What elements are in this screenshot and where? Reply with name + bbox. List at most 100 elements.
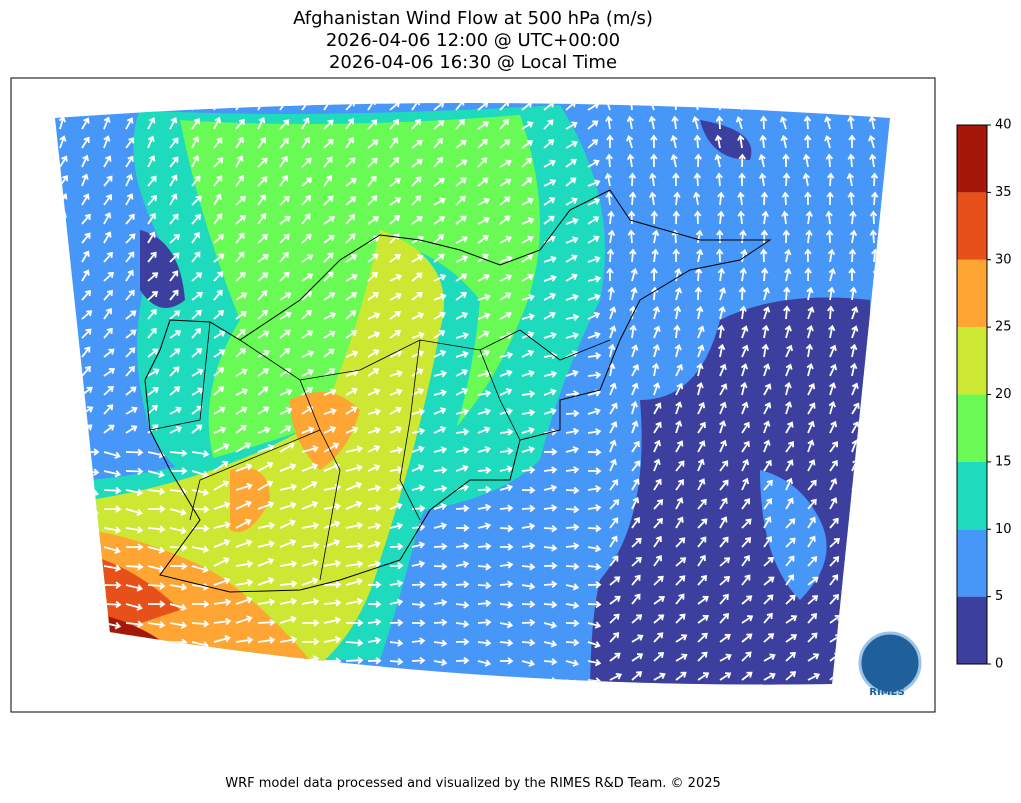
wind-arrow: [125, 563, 144, 571]
wind-arrow: [781, 191, 790, 206]
colorbar-segment: [957, 461, 987, 530]
wind-arrow: [587, 139, 599, 149]
wind-arrow: [521, 445, 535, 454]
wind-arrow: [719, 383, 728, 396]
wind-arrow: [103, 348, 115, 358]
wind-arrow: [279, 137, 289, 149]
wind-arrow: [609, 672, 623, 681]
wind-arrow: [715, 115, 724, 130]
wind-arrow: [345, 310, 357, 320]
wind-arrow: [213, 635, 231, 643]
wind-arrow: [806, 362, 814, 377]
wind-arrow: [389, 388, 403, 396]
wind-arrow: [103, 486, 122, 495]
wind-arrow: [367, 657, 382, 665]
wind-arrow: [565, 177, 577, 187]
wind-arrow: [739, 267, 747, 282]
wind-arrow: [345, 177, 357, 187]
wind-arrow: [565, 446, 580, 454]
wind-arrow: [213, 310, 225, 320]
wind-arrow: [869, 153, 877, 168]
colorbar-segment: [957, 394, 987, 462]
wind-arrow: [649, 172, 657, 187]
wind-arrow: [521, 177, 533, 187]
wind-arrow: [169, 621, 188, 629]
wind-arrow: [802, 153, 811, 168]
wind-arrow: [301, 233, 312, 244]
wind-arrow: [587, 485, 602, 493]
wind-arrow: [807, 653, 820, 662]
wind-arrow: [433, 466, 448, 474]
wind-arrow: [433, 370, 448, 378]
wind-arrow: [829, 344, 837, 358]
wind-arrow: [807, 420, 815, 434]
wind-arrow: [213, 213, 223, 225]
wind-arrow: [565, 293, 579, 301]
wind-arrow: [565, 217, 579, 225]
wind-arrow: [785, 651, 796, 662]
wind-arrow: [565, 486, 580, 495]
wind-arrow: [279, 636, 298, 644]
wind-arrow: [697, 440, 706, 453]
wind-arrow: [367, 600, 382, 608]
wind-arrow: [741, 344, 749, 358]
wind-arrow: [675, 497, 684, 510]
wind-arrow: [605, 153, 613, 168]
wind-arrow: [433, 234, 445, 244]
wind-arrow: [323, 156, 333, 168]
wind-arrow: [301, 541, 320, 549]
wind-arrow: [737, 210, 745, 225]
wind-arrow: [235, 118, 245, 130]
wind-arrow: [411, 387, 425, 396]
wind-arrow: [653, 402, 662, 415]
wind-arrow: [235, 596, 253, 605]
wind-arrow: [587, 293, 601, 301]
wind-arrow: [499, 447, 514, 455]
wind-arrow: [825, 229, 834, 244]
wind-arrow: [693, 172, 702, 187]
wind-arrow: [235, 175, 245, 187]
wind-arrow: [829, 441, 839, 453]
wind-arrow: [477, 639, 492, 647]
wind-arrow: [631, 460, 641, 472]
wind-arrow: [147, 546, 165, 554]
wind-arrow: [125, 526, 144, 534]
wind-arrow: [649, 191, 657, 206]
wind-arrow: [714, 134, 723, 149]
wind-arrow: [191, 213, 201, 225]
wind-arrow: [785, 441, 795, 453]
wind-arrow: [367, 175, 377, 187]
wind-arrow: [279, 292, 292, 301]
wind-arrow: [626, 153, 635, 168]
wind-arrow: [125, 329, 137, 339]
wind-arrow: [257, 386, 269, 396]
wind-arrow: [477, 408, 491, 416]
wind-arrow: [147, 470, 165, 478]
wind-arrow: [125, 508, 143, 517]
colorbar-tick-label: 35: [995, 185, 1012, 200]
wind-arrow: [367, 139, 379, 149]
colorbar-tick-label: 0: [995, 657, 1003, 672]
wind-arrow: [169, 310, 181, 320]
wind-arrow: [521, 466, 536, 474]
wind-arrow: [587, 352, 602, 360]
wind-arrow: [477, 157, 488, 168]
wind-arrow: [696, 381, 704, 396]
wind-arrow: [279, 407, 293, 415]
wind-arrow: [125, 137, 135, 149]
wind-arrow: [81, 232, 91, 244]
wind-arrow: [565, 350, 579, 358]
wind-arrow: [433, 407, 447, 415]
wind-arrow: [631, 440, 640, 453]
wind-arrow: [213, 137, 223, 149]
wind-arrow: [719, 460, 729, 472]
wind-arrow: [760, 191, 769, 206]
wind-arrow: [675, 401, 683, 415]
wind-arrow: [719, 363, 727, 377]
wind-arrow: [607, 286, 615, 301]
wind-arrow: [147, 525, 166, 533]
wind-arrow: [191, 565, 209, 574]
wind-arrow: [825, 210, 833, 225]
wind-arrow: [737, 191, 745, 206]
wind-arrow: [411, 312, 425, 320]
